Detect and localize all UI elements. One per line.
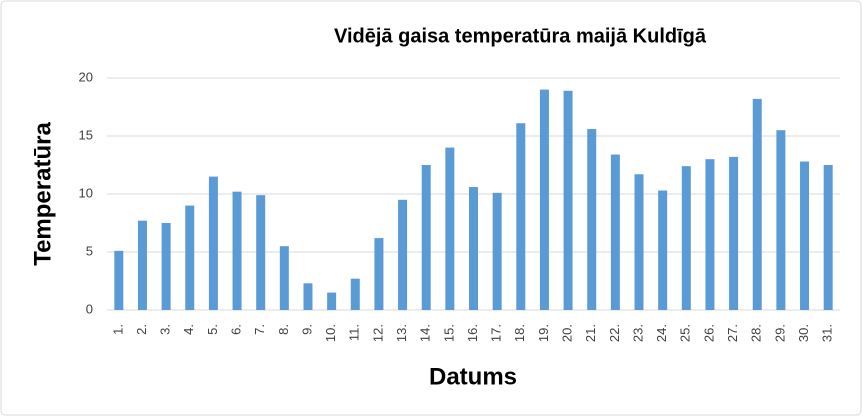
x-tick-label: 3. — [158, 324, 173, 335]
x-tick-label: 4. — [181, 324, 196, 335]
x-tick-label: 10. — [323, 324, 338, 342]
bar — [469, 187, 478, 310]
y-tick-label: 10 — [79, 185, 93, 200]
x-tick-label: 19. — [536, 324, 551, 342]
x-tick-label: 5. — [205, 324, 220, 335]
bar — [587, 129, 597, 310]
bar — [445, 147, 455, 310]
x-tick-label: 7. — [252, 324, 267, 335]
bar — [752, 98, 762, 310]
y-tick-label: 0 — [86, 301, 93, 316]
bar — [563, 90, 573, 310]
x-tick-label: 24. — [654, 324, 669, 342]
bar — [492, 192, 502, 310]
bar — [634, 174, 644, 310]
x-tick-label: 12. — [370, 324, 385, 342]
y-tick-label: 5 — [86, 243, 93, 258]
bar — [232, 191, 242, 310]
x-tick-label: 1. — [110, 324, 125, 335]
bar — [374, 238, 384, 310]
x-tick-label: 23. — [630, 324, 645, 342]
x-tick-label: 13. — [394, 324, 409, 342]
bar — [516, 123, 526, 311]
x-tick-label: 8. — [276, 324, 291, 335]
x-tick-label: 29. — [772, 324, 787, 342]
bar — [114, 250, 124, 310]
bar — [800, 161, 810, 310]
x-tick-label: 6. — [228, 324, 243, 335]
y-tick-label: 15 — [79, 127, 93, 142]
bar — [610, 154, 620, 310]
bar — [279, 246, 289, 310]
bar — [729, 156, 739, 310]
bar — [398, 199, 408, 310]
bar — [776, 130, 786, 310]
x-tick-label: 18. — [512, 324, 527, 342]
bar — [658, 190, 668, 310]
x-tick-label: 16. — [465, 324, 480, 342]
bar — [303, 283, 313, 310]
bar — [161, 223, 171, 310]
bar — [705, 159, 715, 310]
x-tick-label: 26. — [701, 324, 716, 342]
chart-title: Vidējā gaisa temperatūra maijā Kuldīgā — [334, 25, 707, 47]
y-tick-label: 20 — [79, 69, 93, 84]
x-tick-label: 30. — [796, 324, 811, 342]
x-tick-label: 27. — [725, 324, 740, 342]
x-axis-title: Datums — [429, 363, 517, 390]
bar — [137, 220, 147, 310]
x-tick-label: 20. — [560, 324, 575, 342]
bar — [327, 292, 337, 310]
bar — [421, 165, 431, 310]
bar — [539, 89, 549, 310]
x-tick-label: 28. — [749, 324, 764, 342]
bar — [823, 165, 833, 310]
bar — [350, 278, 360, 310]
bar — [208, 176, 218, 310]
bar — [185, 205, 195, 310]
x-tick-label: 21. — [583, 324, 598, 342]
x-tick-label: 15. — [441, 324, 456, 342]
x-tick-label: 9. — [299, 324, 314, 335]
x-tick-label: 22. — [607, 324, 622, 342]
x-tick-label: 17. — [489, 324, 504, 342]
x-tick-label: 25. — [678, 324, 693, 342]
x-tick-label: 2. — [134, 324, 149, 335]
bar — [256, 195, 266, 310]
x-tick-label: 11. — [347, 324, 362, 341]
bar — [681, 166, 691, 310]
x-tick-label: 14. — [418, 324, 433, 342]
y-axis-title: Temperatūra — [29, 122, 56, 266]
x-tick-label: 31. — [820, 324, 835, 342]
